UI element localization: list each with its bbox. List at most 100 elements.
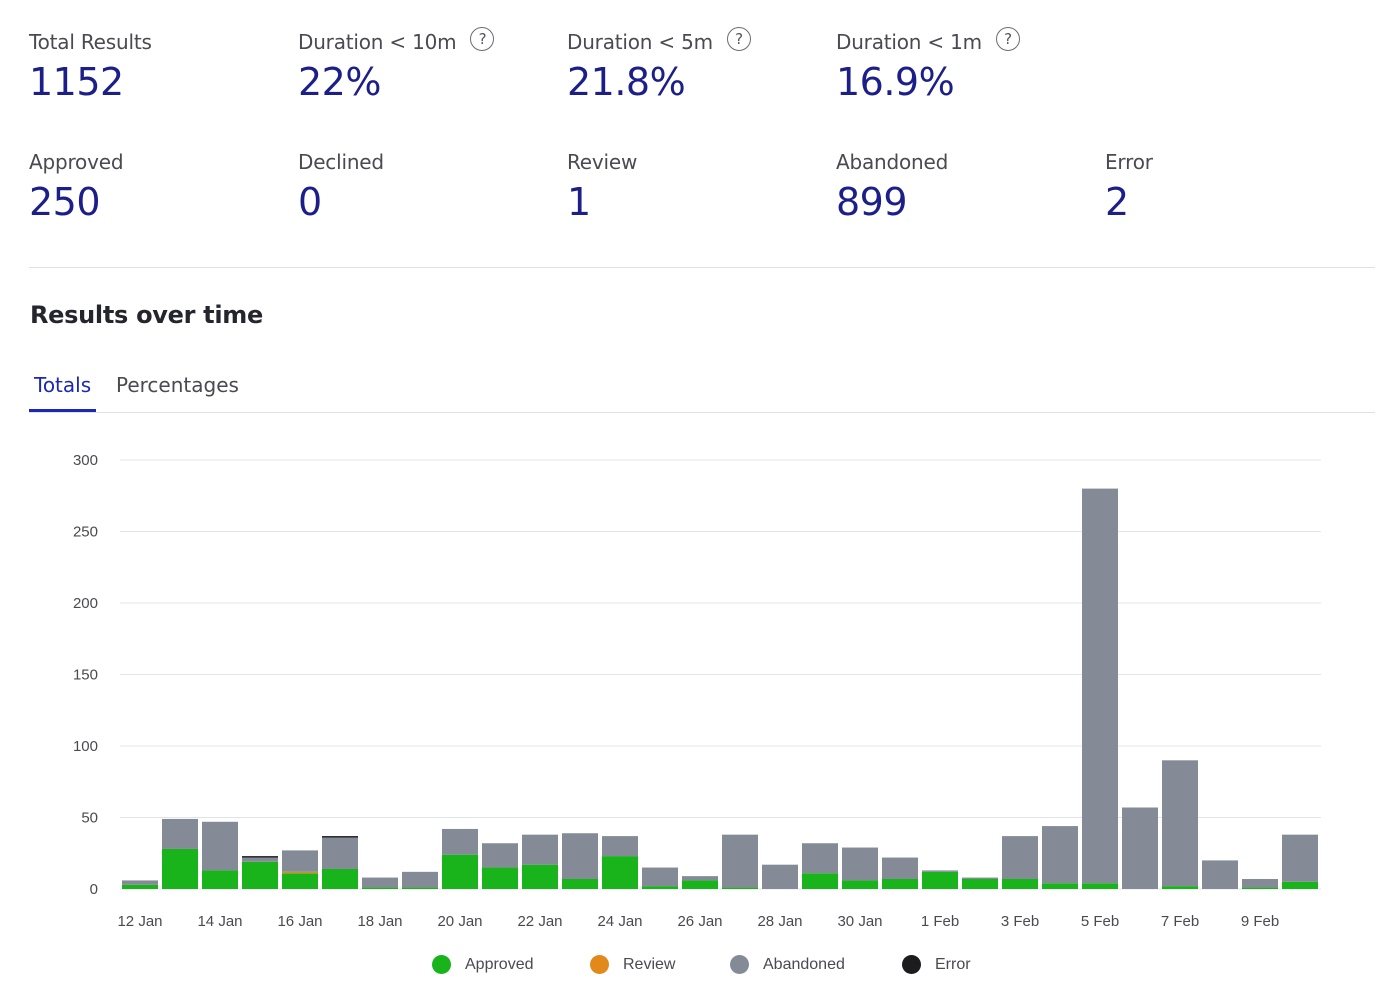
stat-label: Duration < 5m? <box>567 27 751 54</box>
legend-item-abandoned[interactable]: Abandoned <box>730 955 845 974</box>
bar-segment-approved <box>842 880 878 889</box>
stat-duration-10m: Duration < 10m? 22% <box>298 27 495 104</box>
tab-percentages[interactable]: Percentages <box>116 373 239 397</box>
bar-segment-approved <box>122 884 158 889</box>
bar-segment-abandoned <box>962 877 998 879</box>
x-tick-label: 30 Jan <box>837 913 882 930</box>
tab-totals[interactable]: Totals <box>29 373 97 412</box>
bar-segment-error <box>242 856 278 858</box>
stat-declined: Declined 0 <box>298 150 384 224</box>
abandoned-dot-icon <box>730 955 749 974</box>
help-icon[interactable]: ? <box>995 27 1020 51</box>
y-tick-label: 50 <box>81 810 98 827</box>
x-tick-label: 24 Jan <box>597 913 642 930</box>
bar-segment-abandoned <box>522 834 558 865</box>
bar-segment-approved <box>962 878 998 889</box>
bar-segment-approved <box>1282 881 1318 889</box>
x-tick-label: 18 Jan <box>357 913 402 930</box>
x-tick-label: 12 Jan <box>117 913 162 930</box>
x-tick-label: 14 Jan <box>197 913 242 930</box>
bar-segment-abandoned <box>1242 878 1278 888</box>
help-icon[interactable]: ? <box>726 27 751 51</box>
x-tick-label: 16 Jan <box>277 913 322 930</box>
y-tick-label: 100 <box>73 738 98 755</box>
stat-value: 899 <box>836 180 908 224</box>
bar-segment-abandoned <box>1002 836 1038 879</box>
bar-segment-abandoned <box>1162 760 1198 887</box>
bar-segment-approved <box>482 867 518 889</box>
stat-value: 16.9% <box>836 60 955 104</box>
bar-segment-approved <box>1042 883 1078 889</box>
bar-segment-abandoned <box>922 870 958 872</box>
bar-segment-abandoned <box>362 877 398 888</box>
bar-segment-abandoned <box>602 836 638 857</box>
bar-segment-abandoned <box>162 818 198 849</box>
review-dot-icon <box>590 955 609 974</box>
bar-segment-abandoned <box>642 867 678 887</box>
x-tick-label: 26 Jan <box>677 913 722 930</box>
chart-legend: Approved Review Abandoned Error <box>0 955 1400 979</box>
legend-label: Abandoned <box>763 955 845 973</box>
bar-segment-abandoned <box>882 857 918 879</box>
bar-segment-abandoned <box>1082 488 1118 884</box>
stat-value: 2 <box>1105 180 1129 224</box>
stat-abandoned: Abandoned 899 <box>836 150 948 224</box>
bar-segment-approved <box>1242 887 1278 889</box>
stat-value: 1 <box>567 180 591 224</box>
bar-segment-abandoned <box>242 857 278 862</box>
bar-segment-abandoned <box>562 833 598 879</box>
stat-value: 1152 <box>29 60 124 104</box>
bar-segment-abandoned <box>282 850 318 872</box>
x-tick-label: 3 Feb <box>1001 913 1039 930</box>
y-tick-label: 150 <box>73 667 98 684</box>
bar-segment-approved <box>522 864 558 889</box>
bar-segment-abandoned <box>722 834 758 888</box>
stat-label: Total Results <box>29 30 152 54</box>
bar-segment-abandoned <box>322 837 358 869</box>
x-tick-label: 22 Jan <box>517 913 562 930</box>
x-tick-label: 9 Feb <box>1241 913 1279 930</box>
bar-segment-approved <box>802 873 838 889</box>
stat-label: Duration < 1m? <box>836 27 1020 54</box>
stat-label: Abandoned <box>836 150 949 174</box>
bar-segment-abandoned <box>482 843 518 868</box>
y-tick-label: 0 <box>90 881 98 898</box>
bar-segment-abandoned <box>842 847 878 881</box>
bar-segment-abandoned <box>1282 834 1318 882</box>
legend-item-review[interactable]: Review <box>590 955 675 974</box>
stat-label: Approved <box>29 150 124 174</box>
bar-segment-approved <box>202 870 238 889</box>
x-tick-label: 7 Feb <box>1161 913 1199 930</box>
legend-label: Error <box>935 955 971 973</box>
bar-segment-approved <box>722 887 758 889</box>
stat-label: Declined <box>298 150 384 174</box>
divider <box>29 267 1375 268</box>
bar-segment-approved <box>1162 886 1198 889</box>
bar-segment-abandoned <box>442 828 478 855</box>
stat-value: 22% <box>298 60 381 104</box>
legend-item-error[interactable]: Error <box>902 955 971 974</box>
legend-item-approved[interactable]: Approved <box>432 955 534 974</box>
stat-duration-5m: Duration < 5m? 21.8% <box>567 27 751 104</box>
bar-segment-abandoned <box>802 843 838 874</box>
bar-segment-approved <box>442 854 478 889</box>
chart-tabs: Totals Percentages <box>29 373 1375 413</box>
stat-duration-1m: Duration < 1m? 16.9% <box>836 27 1020 104</box>
bar-segment-approved <box>1002 878 1038 889</box>
bar-segment-approved <box>1082 883 1118 889</box>
stat-value: 0 <box>298 180 322 224</box>
approved-dot-icon <box>432 955 451 974</box>
stat-review: Review 1 <box>567 150 637 224</box>
bar-segment-approved <box>402 887 438 889</box>
x-tick-label: 28 Jan <box>757 913 802 930</box>
bar-segment-approved <box>362 887 398 889</box>
x-tick-label: 5 Feb <box>1081 913 1119 930</box>
stat-approved: Approved 250 <box>29 150 124 224</box>
y-tick-label: 300 <box>73 452 98 469</box>
error-dot-icon <box>902 955 921 974</box>
stat-label: Review <box>567 150 638 174</box>
y-tick-label: 200 <box>73 595 98 612</box>
bar-segment-approved <box>162 848 198 889</box>
bar-segment-abandoned <box>402 871 438 888</box>
help-icon[interactable]: ? <box>470 27 495 51</box>
